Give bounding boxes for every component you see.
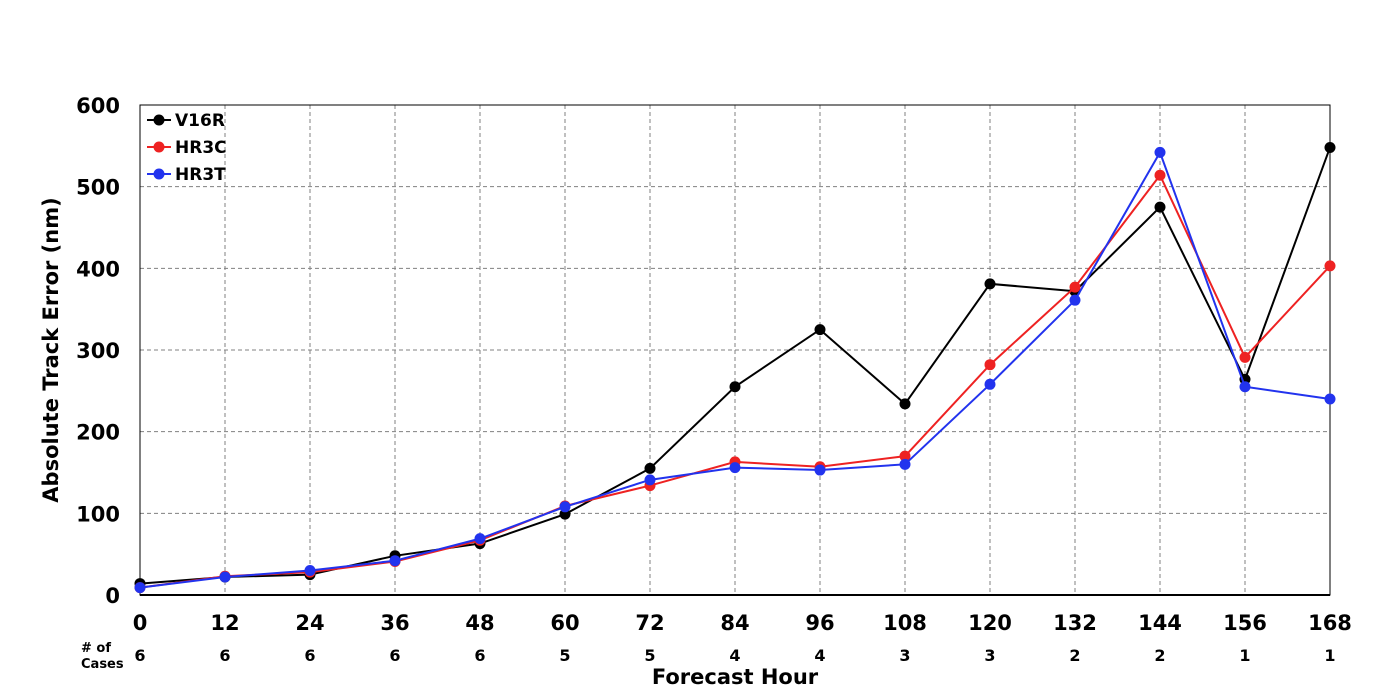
- legend-label-v16r: V16R: [175, 111, 225, 131]
- case-count: 6: [134, 646, 145, 665]
- data-point-hr3c: [1069, 281, 1081, 293]
- case-count: 2: [1154, 646, 1165, 665]
- data-point-hr3t: [389, 555, 401, 567]
- y-tick-labels: 0 100 200 300 400 500 600: [76, 94, 120, 608]
- data-point-hr3t: [729, 462, 741, 474]
- case-count: 6: [304, 646, 315, 665]
- y-axis-title: Absolute Track Error (nm): [39, 197, 63, 502]
- data-point-hr3t: [559, 501, 571, 513]
- data-point-v16r: [1324, 141, 1336, 153]
- data-point-hr3t: [984, 378, 996, 390]
- data-point-v16r: [644, 462, 656, 474]
- x-tick-label: 60: [550, 611, 579, 635]
- x-tick-label: 156: [1223, 611, 1267, 635]
- data-point-hr3t: [1324, 393, 1336, 405]
- x-tick-label: 24: [295, 611, 324, 635]
- data-point-hr3c: [984, 359, 996, 371]
- x-tick-label: 84: [720, 611, 749, 635]
- y-tick-label: 500: [76, 176, 120, 200]
- y-tick-label: 300: [76, 339, 120, 363]
- data-point-hr3t: [219, 571, 231, 583]
- x-tick-label: 12: [210, 611, 239, 635]
- legend-label-hr3c: HR3C: [175, 138, 227, 158]
- case-count: 1: [1239, 646, 1250, 665]
- case-count: 5: [559, 646, 570, 665]
- x-tick-label: 72: [635, 611, 664, 635]
- x-tick-label: 168: [1308, 611, 1352, 635]
- data-point-v16r: [814, 324, 826, 336]
- y-tick-label: 0: [105, 584, 120, 608]
- data-point-hr3t: [814, 464, 826, 476]
- x-tick-label: 48: [465, 611, 494, 635]
- x-tick-label: 120: [968, 611, 1012, 635]
- case-count: 2: [1069, 646, 1080, 665]
- y-tick-label: 200: [76, 421, 120, 445]
- case-count: 3: [984, 646, 995, 665]
- case-count: 5: [644, 646, 655, 665]
- legend-marker-hr3t: [153, 168, 165, 180]
- data-point-v16r: [1154, 201, 1166, 213]
- data-point-hr3c: [1239, 351, 1251, 363]
- data-point-hr3t: [474, 533, 486, 545]
- x-tick-labels: 0 12 24 36 48 60 72 84 96 108 120 132 144 156 168: [133, 611, 1352, 635]
- data-point-hr3c: [899, 450, 911, 462]
- grid-lines: [140, 105, 1330, 595]
- data-point-hr3t: [304, 565, 316, 576]
- cases-title-line1: # of: [81, 641, 111, 656]
- data-point-hr3c: [1154, 169, 1166, 181]
- x-tick-label: 132: [1053, 611, 1097, 635]
- data-point-hr3t: [134, 582, 146, 594]
- case-count: 3: [899, 646, 910, 665]
- cases-title-line2: Cases: [81, 657, 124, 672]
- data-point-hr3c: [1324, 260, 1336, 272]
- data-point-v16r: [729, 381, 741, 393]
- x-tick-label: 108: [883, 611, 927, 635]
- x-tick-label: 144: [1138, 611, 1182, 635]
- y-tick-label: 100: [76, 502, 120, 526]
- data-point-hr3t: [644, 474, 656, 486]
- case-count: 6: [389, 646, 400, 665]
- legend-marker-hr3c: [153, 141, 165, 153]
- data-point-v16r: [899, 398, 911, 410]
- axes: [139, 104, 1331, 596]
- data-point-hr3t: [1069, 294, 1081, 306]
- cases-row: # of Cases 6 6 6 6 6 5 5 4 4 3 3 2 2 1 1: [81, 641, 1336, 672]
- case-count: 6: [474, 646, 485, 665]
- legend-label-hr3t: HR3T: [175, 165, 226, 185]
- y-tick-label: 400: [76, 257, 120, 281]
- x-tick-label: 0: [133, 611, 148, 635]
- case-count: 4: [729, 646, 740, 665]
- data-point-v16r: [984, 278, 996, 290]
- data-point-hr3t: [1239, 381, 1251, 393]
- x-tick-label: 36: [380, 611, 409, 635]
- x-tick-label: 96: [805, 611, 834, 635]
- case-count: 4: [814, 646, 825, 665]
- case-count: 6: [219, 646, 230, 665]
- legend: V16R HR3C HR3T: [147, 111, 227, 185]
- y-tick-label: 600: [76, 94, 120, 118]
- data-point-hr3t: [899, 458, 911, 470]
- case-count: 1: [1324, 646, 1335, 665]
- legend-marker-v16r: [153, 114, 165, 126]
- data-point-hr3t: [1154, 146, 1166, 158]
- series-lines: [134, 141, 1336, 594]
- x-axis-title: Forecast Hour: [652, 665, 819, 689]
